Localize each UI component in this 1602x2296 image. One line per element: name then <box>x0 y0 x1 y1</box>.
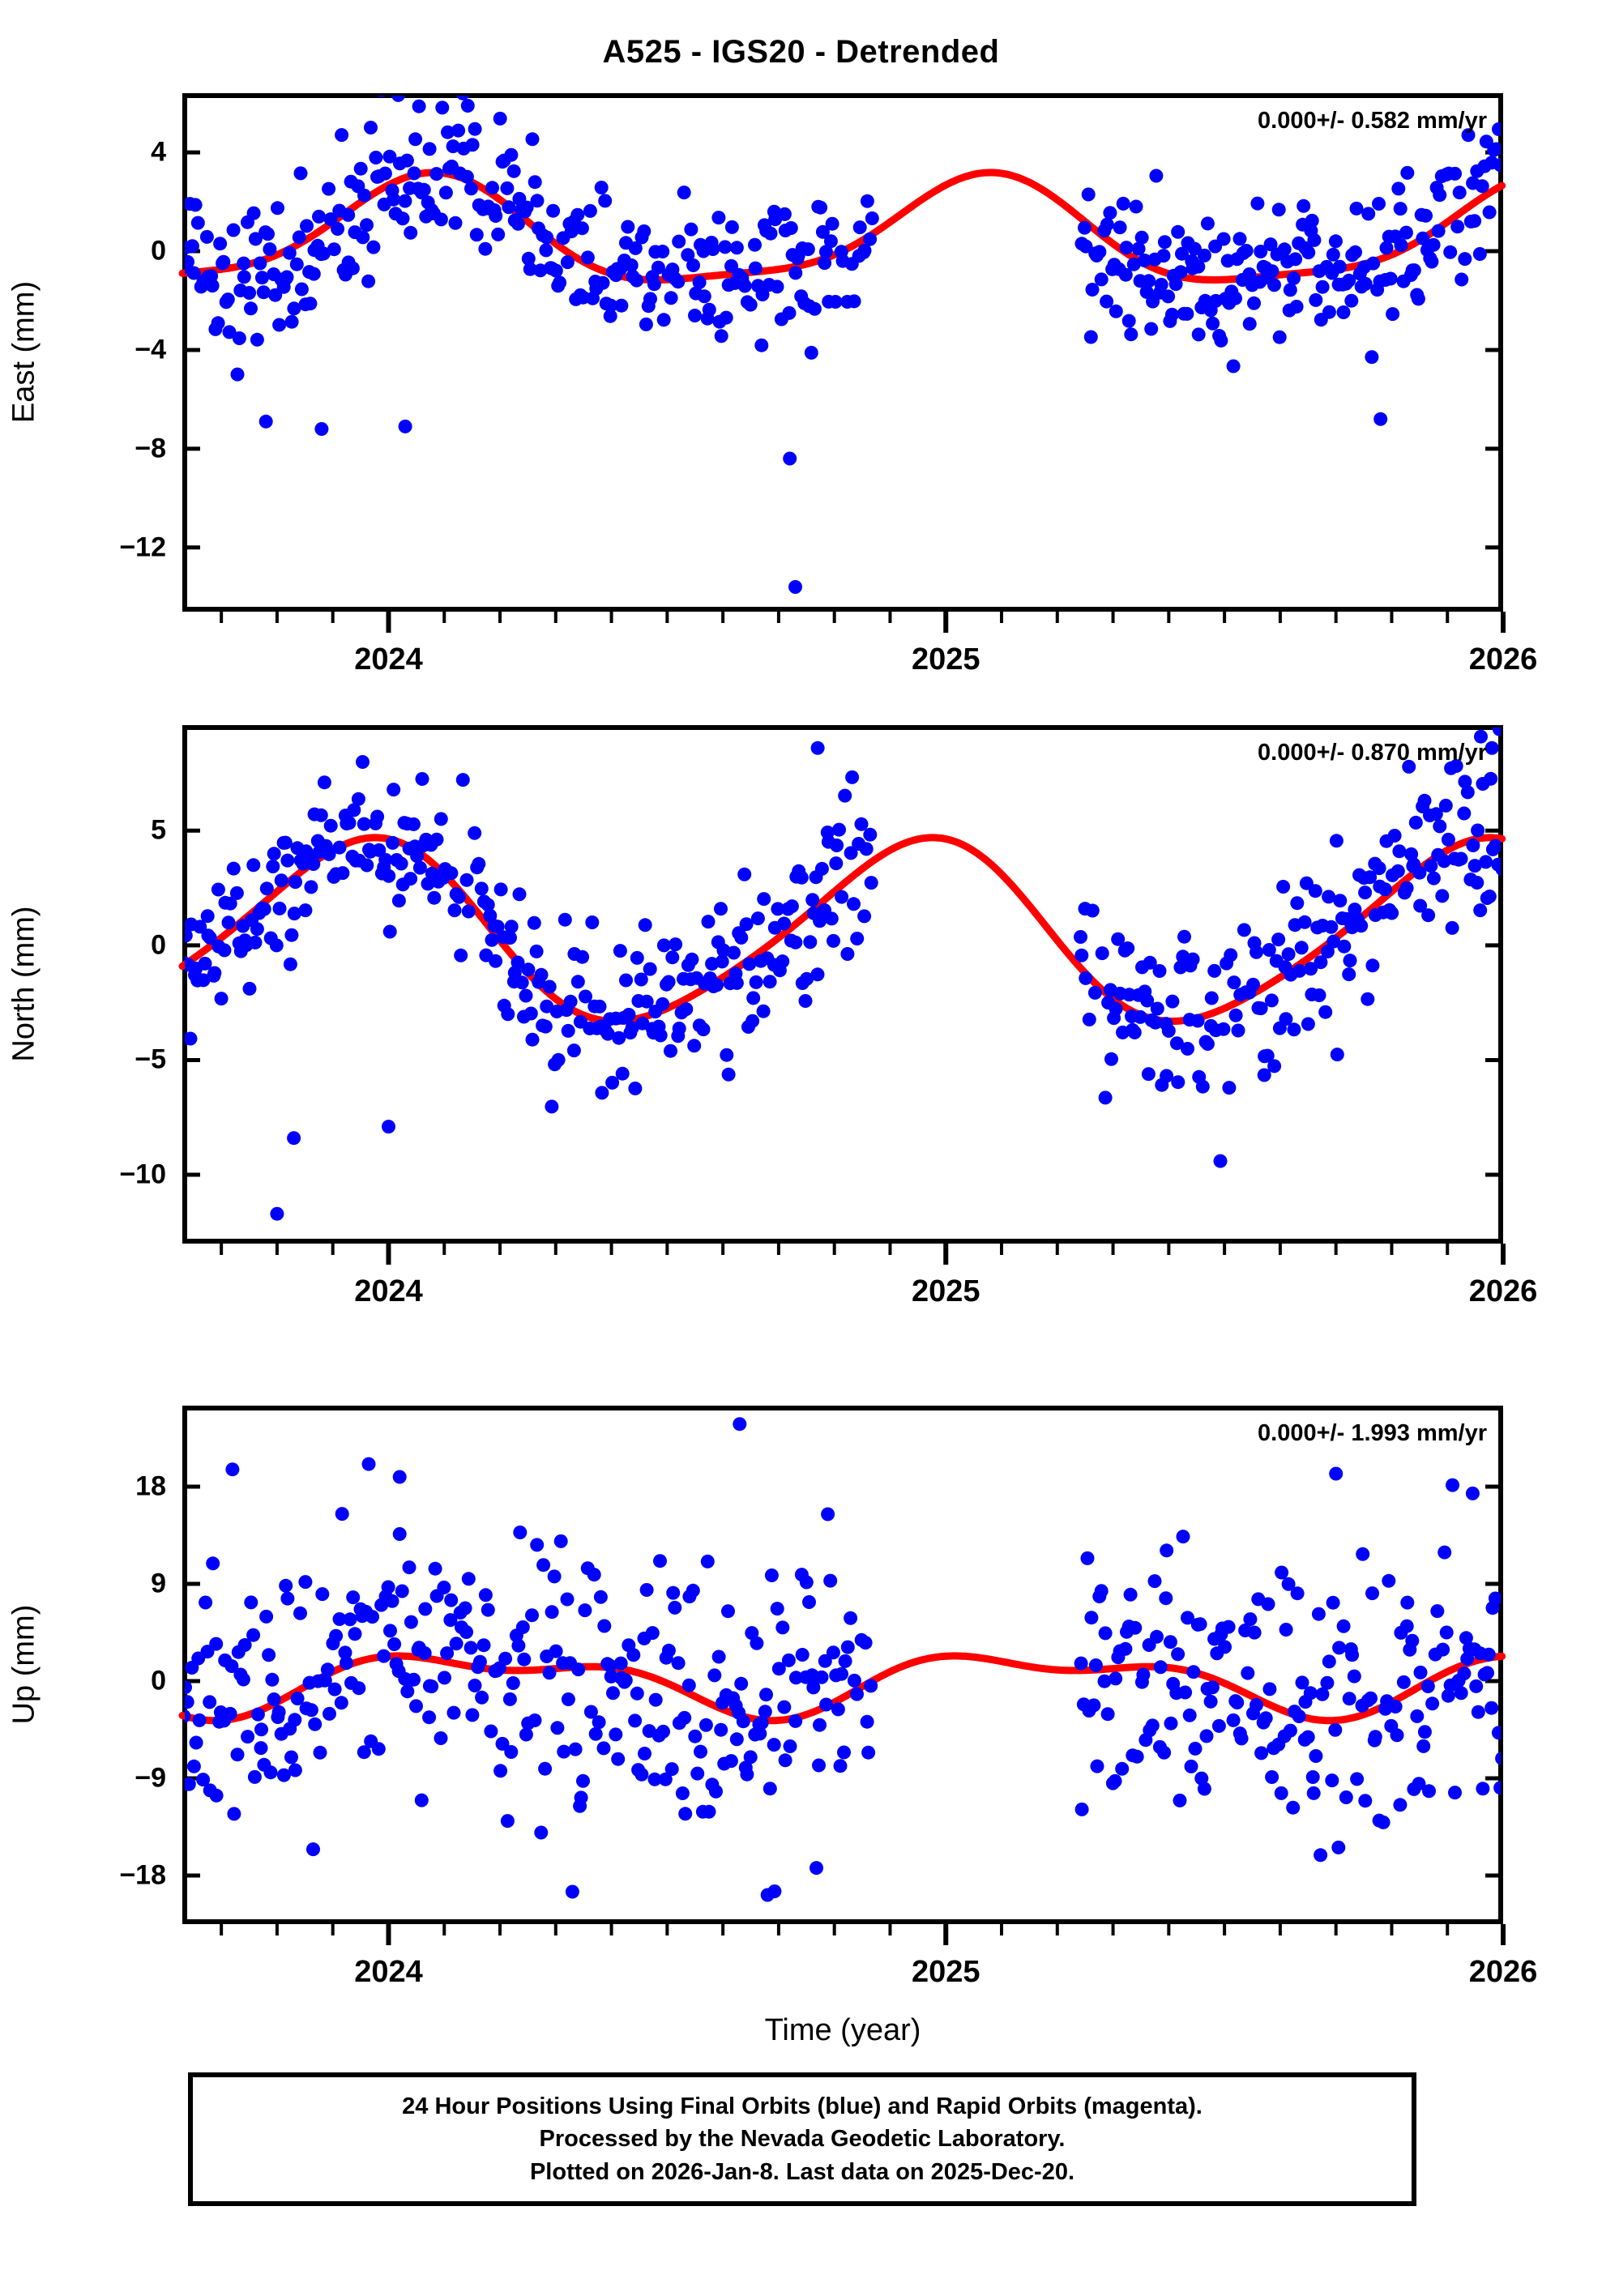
model-curve-up <box>178 1652 1506 1725</box>
xtick-label-east-0: 2024 <box>354 642 423 676</box>
ytick-label-north-1: 0 <box>151 929 166 961</box>
plot-canvas-north <box>178 728 1506 1265</box>
caption-line-1: 24 Hour Positions Using Final Orbits (bl… <box>402 2093 1203 2120</box>
scatter-points-north <box>185 728 1501 1221</box>
plot-frame-north <box>182 725 1503 1244</box>
panel-east: 4 0 −4 −8 −12 East (mm) 0.000+/- 0.582 mm/yr 20… <box>0 0 1602 725</box>
caption-box: 24 Hour Positions Using Final Orbits (bl… <box>188 2072 1416 2206</box>
x-ticks-east <box>220 612 1506 633</box>
x-ticks-up <box>220 1924 1506 1945</box>
xaxis-title: Time (year) <box>764 2013 921 2047</box>
x-ticks-north <box>220 1244 1506 1265</box>
ytick-label-up-3: −9 <box>135 1762 166 1794</box>
rate-annotation-north: 0.000+/- 0.870 mm/yr <box>1258 740 1487 766</box>
xtick-label-north-1: 2025 <box>911 1274 980 1308</box>
rate-annotation-east: 0.000+/- 0.582 mm/yr <box>1258 108 1487 134</box>
ytick-label-up-0: 18 <box>135 1470 166 1502</box>
xtick-label-up-2: 2026 <box>1468 1955 1538 1989</box>
yaxis-title-up: Up (mm) <box>6 1604 41 1725</box>
caption-line-2: Processed by the Nevada Geodetic Laborat… <box>539 2126 1066 2153</box>
ytick-label-up-2: 0 <box>151 1665 166 1696</box>
panel-north: 5 0 −5 −10 North (mm) 0.000+/- 0.870 mm/yr 202… <box>7 725 1538 1308</box>
ytick-label-east-1: 0 <box>151 235 166 267</box>
xtick-label-north-2: 2026 <box>1468 1274 1538 1308</box>
xtick-label-north-0: 2024 <box>354 1274 423 1308</box>
rate-annotation-up: 0.000+/- 1.993 mm/yr <box>1258 1420 1487 1446</box>
xtick-label-east-1: 2025 <box>911 642 980 676</box>
scatter-points-east <box>185 96 1501 594</box>
ytick-label-north-3: −10 <box>119 1159 166 1190</box>
ytick-label-east-3: −8 <box>135 433 166 464</box>
xtick-label-up-1: 2025 <box>911 1955 980 1989</box>
page-title: A525 - IGS20 - Detrended <box>602 34 1000 70</box>
ytick-label-east-4: −12 <box>119 531 166 563</box>
ytick-label-east-2: −4 <box>135 334 166 365</box>
ytick-label-north-0: 5 <box>151 814 166 846</box>
scatter-points-up <box>185 1417 1501 1902</box>
caption-line-3: Plotted on 2026-Jan-8. Last data on 2025… <box>529 2158 1075 2185</box>
plot-canvas-east <box>178 96 1506 633</box>
ytick-label-east-0: 4 <box>151 136 166 168</box>
ytick-label-north-2: −5 <box>135 1043 166 1075</box>
ytick-label-up-1: 9 <box>151 1568 166 1599</box>
plot-canvas-up <box>178 1417 1506 1945</box>
panel-up: 18 9 0 −9 −18 Up (mm) 0.000+/- 1.993 mm/yr 2024… <box>6 1406 1538 1989</box>
model-curve-north <box>178 834 1506 1025</box>
xtick-label-up-0: 2024 <box>354 1955 423 1989</box>
ytick-label-up-4: −18 <box>119 1859 166 1891</box>
xtick-label-east-2: 2026 <box>1468 642 1538 676</box>
y-ticks-north <box>182 828 1503 1177</box>
